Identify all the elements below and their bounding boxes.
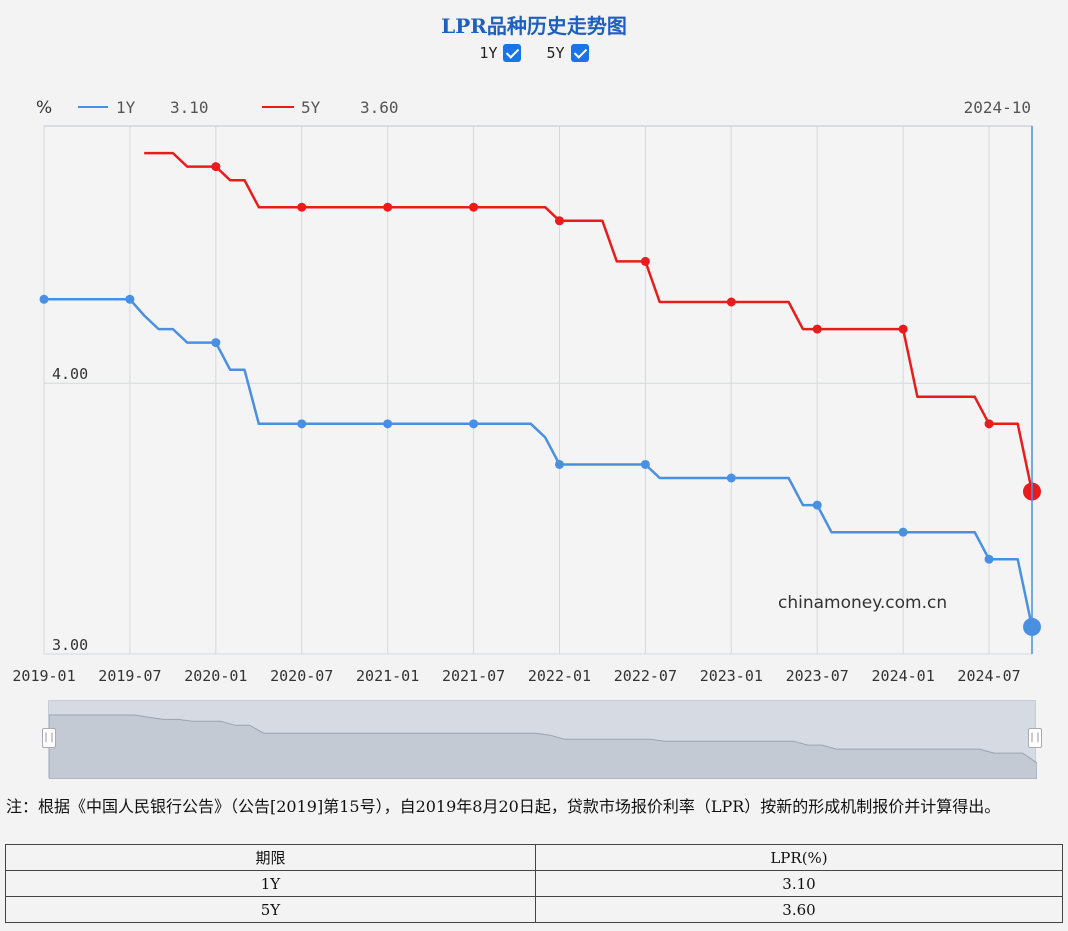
plot-area	[43, 125, 1033, 655]
data-point-1y	[125, 294, 135, 304]
slider-left-handle[interactable]: ||	[42, 728, 56, 748]
legend-5y[interactable]: 5Y 3.60	[262, 98, 399, 117]
data-point-1y	[812, 500, 822, 510]
series-line-5y	[144, 151, 1034, 492]
y-unit-label: %	[36, 98, 52, 118]
slider-area	[49, 714, 1037, 779]
x-tick-label: 2021-07	[442, 667, 505, 685]
table-row: 5Y 3.60	[5, 896, 1063, 923]
data-point-5y	[297, 202, 307, 212]
y-tick-label: 3.00	[52, 636, 88, 654]
data-point-1y	[211, 338, 221, 348]
x-tick-label: 2024-01	[872, 667, 935, 685]
data-point-5y	[469, 202, 479, 212]
lpr-table: 期限 LPR(%) 1Y 3.10 5Y 3.60	[5, 844, 1063, 923]
data-point-1y	[383, 419, 393, 429]
data-point-5y	[640, 256, 650, 266]
data-point-1y	[984, 554, 994, 564]
slider-preview	[49, 714, 1037, 779]
legend-5y-name: 5Y	[301, 98, 321, 117]
toggle-5y[interactable]: 5Y	[547, 44, 589, 62]
data-point-1y	[898, 527, 908, 537]
table-cell-lpr: 3.10	[535, 870, 1063, 897]
x-tick-label: 2022-07	[614, 667, 677, 685]
slider-right-handle[interactable]: ||	[1028, 728, 1042, 748]
table-cell-term: 1Y	[5, 870, 536, 897]
x-tick-label: 2023-07	[786, 667, 849, 685]
x-tick-label: 2020-01	[184, 667, 247, 685]
table-header-term: 期限	[5, 844, 536, 871]
toggle-1y[interactable]: 1Y	[479, 44, 522, 62]
x-tick-label: 2020-07	[270, 667, 333, 685]
data-point-1y	[726, 473, 736, 483]
table-row: 1Y 3.10	[5, 870, 1063, 897]
y-tick-label: 4.00	[52, 365, 88, 383]
data-point-1y	[297, 419, 307, 429]
checkbox-1y-icon[interactable]	[503, 44, 522, 62]
toggle-5y-label: 5Y	[546, 44, 565, 62]
x-tick-label: 2019-01	[12, 667, 75, 685]
table-header-row: 期限 LPR(%)	[5, 844, 1063, 871]
checkbox-5y-icon[interactable]	[570, 44, 589, 62]
legend-1y[interactable]: 1Y 3.10	[78, 98, 209, 117]
current-date-label: 2024-10	[964, 98, 1031, 117]
table-header-lpr: LPR(%)	[535, 844, 1063, 871]
toggle-1y-label: 1Y	[479, 44, 498, 62]
legend-1y-name: 1Y	[116, 98, 136, 117]
x-tick-label: 2022-01	[528, 667, 591, 685]
lpr-note: 注：根据《中国人民银行公告》（公告[2019]第15号），自2019年8月20日…	[6, 797, 1001, 816]
lpr-line-chart: 2019-01 2019-07 2020-01 2020-07 2021-01 2021-…	[12, 98, 1041, 685]
x-tick-label: 2023-01	[700, 667, 763, 685]
x-tick-label: 2019-07	[98, 667, 161, 685]
series-toggles: 1Y 5Y	[0, 44, 1068, 62]
legend-5y-value: 3.60	[360, 98, 399, 117]
x-tick-label: 2021-01	[356, 667, 419, 685]
watermark: chinamoney.com.cn	[778, 593, 947, 613]
data-point-1y	[554, 459, 564, 469]
data-point-1y	[469, 419, 479, 429]
data-point-5y	[211, 162, 221, 172]
table-cell-term: 5Y	[5, 896, 536, 923]
data-point-1y	[640, 459, 650, 469]
series-line-1y	[44, 298, 1034, 628]
x-tick-label: 2024-07	[957, 667, 1020, 685]
data-point-5y	[984, 419, 994, 429]
data-point-5y	[554, 216, 564, 226]
table-cell-lpr: 3.60	[535, 896, 1063, 923]
data-point-1y	[39, 294, 49, 304]
chart-title: LPR品种历史走势图	[441, 14, 627, 38]
data-point-5y	[898, 324, 908, 334]
data-zoom-slider[interactable]: || ||	[42, 700, 1042, 779]
legend-1y-value: 3.10	[170, 98, 209, 117]
data-point-5y	[812, 324, 822, 334]
data-point-5y	[726, 297, 736, 307]
data-point-5y	[383, 202, 393, 212]
